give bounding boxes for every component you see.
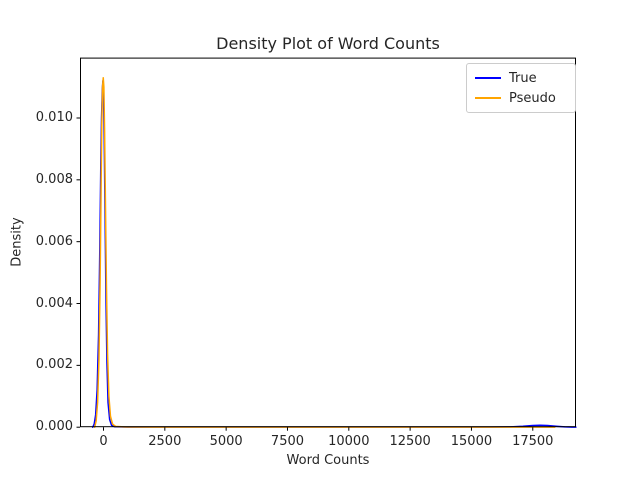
series-line-true (91, 80, 577, 428)
x-tick-label: 5000 (209, 433, 243, 449)
legend-line-swatch (475, 77, 501, 79)
y-axis-label: Density (9, 217, 25, 267)
x-tick-label: 10000 (328, 433, 370, 449)
y-tick-label: 0.000 (35, 419, 73, 435)
chart-title: Density Plot of Word Counts (216, 34, 440, 53)
legend-label: True (509, 70, 537, 86)
series-line-pseudo (93, 77, 556, 428)
x-tick-label: 17500 (512, 433, 554, 449)
x-tick-label: 15000 (450, 433, 493, 449)
axes-spines (80, 57, 576, 428)
y-tick-label: 0.008 (35, 171, 73, 187)
x-tick-label: 7500 (270, 433, 305, 449)
legend-row-pseudo: Pseudo (475, 88, 567, 108)
legend: True Pseudo (466, 63, 576, 113)
x-tick-label: 12500 (389, 433, 431, 449)
y-tick-label: 0.002 (35, 357, 73, 373)
legend-row-true: True (475, 68, 567, 88)
legend-line-swatch (475, 97, 501, 99)
y-tick-label: 0.006 (35, 233, 73, 249)
y-tick-label: 0.010 (35, 109, 73, 125)
x-tick-label: 2500 (148, 433, 182, 449)
y-tick-label: 0.004 (35, 295, 73, 311)
x-tick-label: 0 (99, 433, 108, 449)
x-axis-label: Word Counts (286, 453, 370, 468)
legend-label: Pseudo (509, 90, 556, 106)
